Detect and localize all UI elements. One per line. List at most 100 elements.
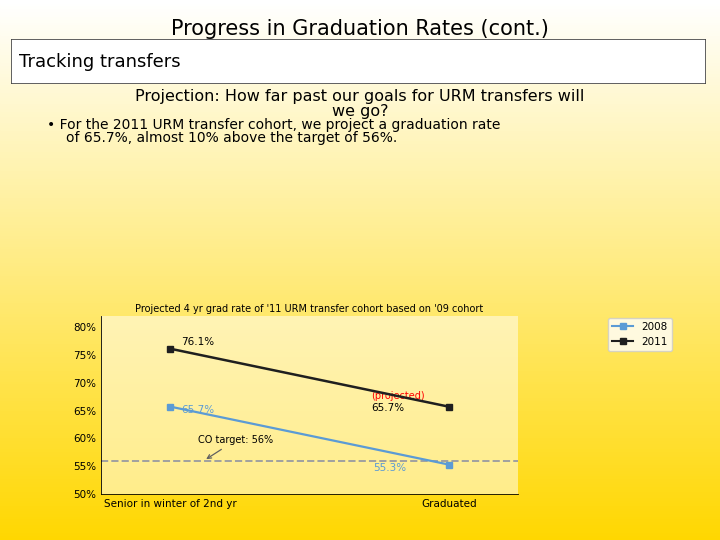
Bar	[0, 383, 720, 386]
Bar	[0, 532, 720, 535]
Bar	[0, 356, 720, 359]
Bar	[0, 327, 720, 329]
Bar	[0, 275, 720, 278]
Bar	[0, 151, 720, 154]
Bar	[0, 427, 720, 429]
Text: 65.7%: 65.7%	[181, 406, 215, 415]
Bar	[0, 219, 720, 221]
Bar	[0, 216, 720, 219]
Bar	[0, 397, 720, 400]
Bar	[0, 54, 720, 57]
Bar	[0, 159, 720, 162]
Bar	[0, 270, 720, 273]
2008	[444, 461, 453, 468]
Legend: 2008, 2011: 2008, 2011	[608, 318, 672, 351]
Bar	[0, 157, 720, 159]
Bar	[0, 73, 720, 76]
Bar	[0, 230, 720, 232]
Bar	[0, 354, 720, 356]
Bar	[0, 43, 720, 46]
Bar	[0, 432, 720, 435]
Bar	[0, 313, 720, 316]
Bar	[0, 348, 720, 351]
Text: CO target: 56%: CO target: 56%	[198, 435, 274, 458]
Bar	[0, 273, 720, 275]
Bar	[0, 49, 720, 51]
Bar	[0, 140, 720, 143]
Bar	[0, 429, 720, 432]
Text: 55.3%: 55.3%	[374, 463, 407, 472]
Bar	[0, 400, 720, 402]
Bar	[0, 535, 720, 537]
Bar	[0, 100, 720, 103]
Bar	[0, 486, 720, 489]
Bar	[0, 116, 720, 119]
Bar	[0, 294, 720, 297]
Bar	[0, 27, 720, 30]
Bar	[0, 111, 720, 113]
Bar	[0, 316, 720, 319]
Bar	[0, 170, 720, 173]
2008	[166, 403, 175, 410]
Bar	[0, 516, 720, 518]
Bar	[0, 502, 720, 505]
Bar	[0, 130, 720, 132]
Bar	[0, 454, 720, 456]
Bar	[0, 97, 720, 100]
Bar	[0, 518, 720, 521]
Bar	[0, 81, 720, 84]
Text: 65.7%: 65.7%	[371, 402, 404, 413]
Bar	[0, 359, 720, 362]
Bar	[0, 154, 720, 157]
Bar	[0, 235, 720, 238]
Bar	[0, 208, 720, 211]
Bar	[0, 3, 720, 5]
Bar	[0, 464, 720, 467]
Bar	[0, 57, 720, 59]
Text: 76.1%: 76.1%	[181, 337, 215, 347]
Bar	[0, 240, 720, 243]
Bar	[0, 459, 720, 462]
Bar	[0, 335, 720, 338]
Bar	[0, 343, 720, 346]
Bar	[0, 181, 720, 184]
Bar	[0, 524, 720, 526]
Bar	[0, 529, 720, 532]
Bar	[0, 478, 720, 481]
Bar	[0, 346, 720, 348]
Bar	[0, 62, 720, 65]
Bar	[0, 46, 720, 49]
Bar	[0, 32, 720, 35]
Bar	[0, 184, 720, 186]
Bar	[0, 472, 720, 475]
Bar	[0, 138, 720, 140]
Bar	[0, 416, 720, 418]
Bar	[0, 265, 720, 267]
Bar	[0, 446, 720, 448]
Bar	[0, 213, 720, 216]
Bar	[0, 224, 720, 227]
Bar	[0, 451, 720, 454]
Bar	[0, 38, 720, 40]
Bar	[0, 489, 720, 491]
Bar	[0, 22, 720, 24]
Bar	[0, 364, 720, 367]
Bar	[0, 267, 720, 270]
Bar	[0, 375, 720, 378]
Bar	[0, 14, 720, 16]
Bar	[0, 143, 720, 146]
Bar	[0, 389, 720, 392]
Bar	[0, 381, 720, 383]
Bar	[0, 537, 720, 540]
Bar	[0, 65, 720, 68]
Bar	[0, 297, 720, 300]
Bar	[0, 338, 720, 340]
Bar	[0, 505, 720, 508]
Bar	[0, 176, 720, 178]
Title: Projected 4 yr grad rate of '11 URM transfer cohort based on '09 cohort: Projected 4 yr grad rate of '11 URM tran…	[135, 303, 484, 314]
2011	[166, 346, 175, 352]
Bar	[0, 189, 720, 192]
Bar	[0, 8, 720, 11]
Text: (projected): (projected)	[371, 392, 425, 401]
Bar	[0, 351, 720, 354]
